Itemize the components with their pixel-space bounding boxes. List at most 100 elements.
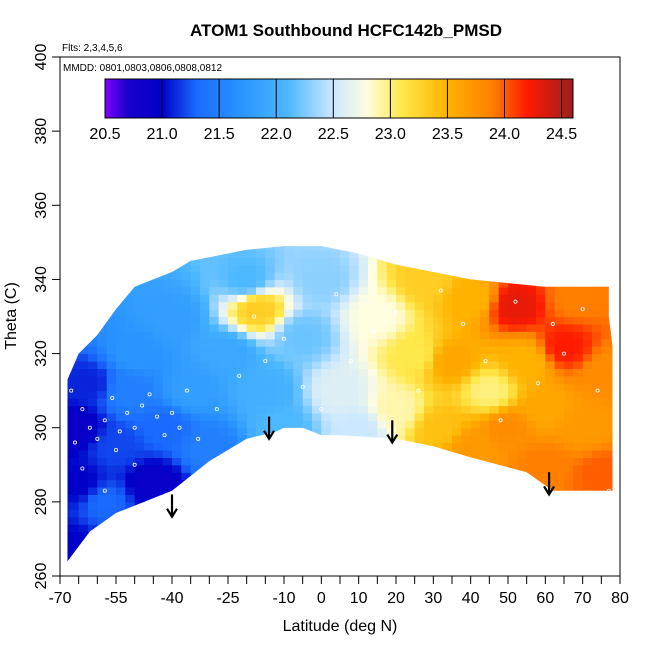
heatmap-cell <box>340 286 350 295</box>
heatmap-cell <box>274 368 285 377</box>
heatmap-cell <box>246 294 257 303</box>
heatmap-cell <box>573 361 584 369</box>
heatmap-cell <box>162 427 173 436</box>
heatmap-cell <box>116 264 126 273</box>
heatmap-cell <box>265 331 276 340</box>
heatmap-cell <box>67 294 70 303</box>
heatmap-cell <box>162 286 173 295</box>
heatmap-cell <box>414 249 425 258</box>
heatmap-cell <box>200 235 210 243</box>
heatmap-cell <box>78 257 89 266</box>
heatmap-cell <box>405 569 415 577</box>
heatmap-cell <box>209 538 220 547</box>
heatmap-cell <box>517 361 528 369</box>
heatmap-cell <box>349 301 360 310</box>
heatmap-cell <box>405 546 416 555</box>
heatmap-cell <box>358 383 369 392</box>
heatmap-cell <box>265 279 276 288</box>
heatmap-cell <box>471 561 481 569</box>
heatmap-cell <box>610 272 613 280</box>
heatmap-cell <box>200 353 210 362</box>
heatmap-cell <box>340 516 350 525</box>
heatmap-cell <box>433 435 444 444</box>
heatmap-cell <box>69 538 80 547</box>
heatmap-cell <box>321 286 332 295</box>
heatmap-cell <box>67 286 70 295</box>
heatmap-cell <box>545 516 556 525</box>
heatmap-cell <box>340 353 350 362</box>
heatmap-cell <box>396 257 406 266</box>
heatmap-cell <box>293 464 304 473</box>
heatmap-cell <box>237 249 248 258</box>
heatmap-cell <box>368 286 378 295</box>
heatmap-cell <box>116 375 126 384</box>
heatmap-cell <box>405 479 416 488</box>
heatmap-cell <box>377 405 388 414</box>
heatmap-cell <box>200 420 210 429</box>
heatmap-cell <box>218 316 229 325</box>
heatmap-cell <box>246 375 257 384</box>
heatmap-cell <box>67 272 70 280</box>
sample-point <box>214 407 219 412</box>
heatmap-cell <box>545 316 556 325</box>
heatmap-cell <box>330 316 341 325</box>
heatmap-cell <box>181 361 192 369</box>
heatmap-cell <box>601 412 612 421</box>
heatmap-cell <box>321 531 332 540</box>
heatmap-cell <box>610 472 613 481</box>
heatmap-cell <box>610 338 613 347</box>
heatmap-cell <box>414 509 425 518</box>
heatmap-cell <box>470 479 481 488</box>
heatmap-cell <box>610 249 613 258</box>
heatmap-cell <box>340 412 350 421</box>
heatmap-cell <box>97 524 108 533</box>
heatmap-cell <box>246 323 257 332</box>
heatmap-cell <box>452 524 462 533</box>
heatmap-cell <box>592 316 602 325</box>
heatmap-cell <box>125 405 136 414</box>
heatmap-cell <box>592 427 602 436</box>
heatmap-cell <box>106 309 117 318</box>
heatmap-cell <box>433 561 443 569</box>
heatmap-cell <box>116 235 126 243</box>
heatmap-cell <box>508 405 518 414</box>
heatmap-cell <box>517 301 528 310</box>
heatmap-cell <box>321 398 332 407</box>
heatmap-cell <box>274 279 285 288</box>
heatmap-cell <box>508 246 518 251</box>
heatmap-cell <box>582 412 593 421</box>
heatmap-cell <box>181 405 192 414</box>
heatmap-cell <box>153 361 164 369</box>
heatmap-cell <box>293 569 303 577</box>
heatmap-cell <box>218 509 229 518</box>
heatmap-cell <box>69 457 80 466</box>
heatmap-cell <box>293 553 304 562</box>
heatmap-cell <box>526 487 537 495</box>
heatmap-cell <box>461 353 472 362</box>
heatmap-cell <box>312 546 322 555</box>
heatmap-cell <box>517 272 528 280</box>
heatmap-cell <box>470 494 481 503</box>
heatmap-cell <box>69 353 80 362</box>
heatmap-cell <box>97 272 108 280</box>
heatmap-cell <box>508 561 518 569</box>
heatmap-cell <box>153 331 164 340</box>
heatmap-cell <box>545 538 556 547</box>
heatmap-cell <box>368 442 378 451</box>
heatmap-cell <box>135 235 145 243</box>
heatmap-cell <box>526 361 537 369</box>
heatmap-cell <box>246 249 257 258</box>
heatmap-cell <box>265 346 276 355</box>
sample-point <box>117 429 122 434</box>
heatmap-cell <box>106 338 117 347</box>
heatmap-cell <box>78 264 89 273</box>
heatmap-cell <box>331 569 341 577</box>
heatmap-cell <box>610 501 613 510</box>
heatmap-cell <box>536 569 546 577</box>
heatmap-cell <box>106 368 117 377</box>
heatmap-cell <box>610 398 613 407</box>
heatmap-cell <box>67 509 70 518</box>
heatmap-cell <box>78 338 89 347</box>
heatmap-cell <box>125 390 136 399</box>
heatmap-cell <box>172 286 182 295</box>
